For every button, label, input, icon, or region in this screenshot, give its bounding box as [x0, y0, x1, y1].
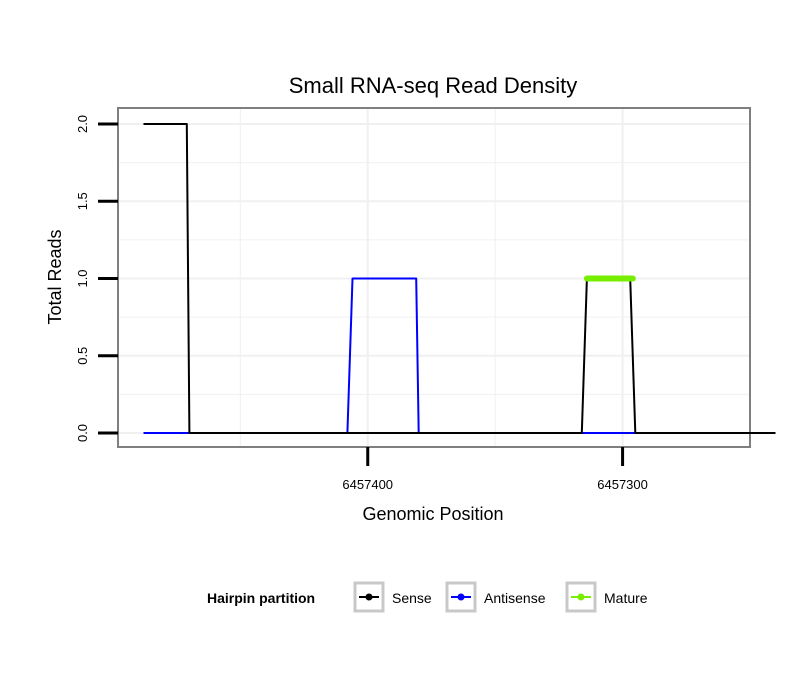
y-tick-label: 1.0 [75, 269, 90, 287]
x-axis: 6457400 6457300 [342, 447, 648, 492]
legend-title: Hairpin partition [207, 590, 315, 606]
y-axis: 0.0 0.5 1.0 1.5 2.0 [75, 115, 118, 442]
y-tick-label: 2.0 [75, 115, 90, 133]
x-tick-label: 6457400 [342, 477, 393, 492]
legend-label: Mature [604, 590, 648, 606]
y-tick-label: 0.0 [75, 424, 90, 442]
legend-label: Antisense [484, 590, 546, 606]
y-axis-title: Total Reads [45, 229, 65, 324]
series-layer [143, 123, 776, 434]
legend-item-antisense: Antisense [445, 581, 546, 613]
legend: Hairpin partition Sense Antisense Mature [207, 581, 648, 613]
legend-item-sense: Sense [353, 581, 432, 613]
chart-title: Small RNA-seq Read Density [289, 73, 578, 98]
y-tick-label: 1.5 [75, 192, 90, 210]
legend-key-point [457, 593, 465, 601]
series-line-sense [143, 123, 776, 434]
x-axis-title: Genomic Position [362, 504, 503, 524]
legend-items: Sense Antisense Mature [353, 581, 648, 613]
grid-lines [118, 108, 750, 447]
legend-item-mature: Mature [565, 581, 648, 613]
legend-key-point [577, 593, 585, 601]
y-tick-label: 0.5 [75, 347, 90, 365]
legend-key-point [365, 593, 373, 601]
legend-label: Sense [392, 590, 432, 606]
x-tick-label: 6457300 [597, 477, 648, 492]
